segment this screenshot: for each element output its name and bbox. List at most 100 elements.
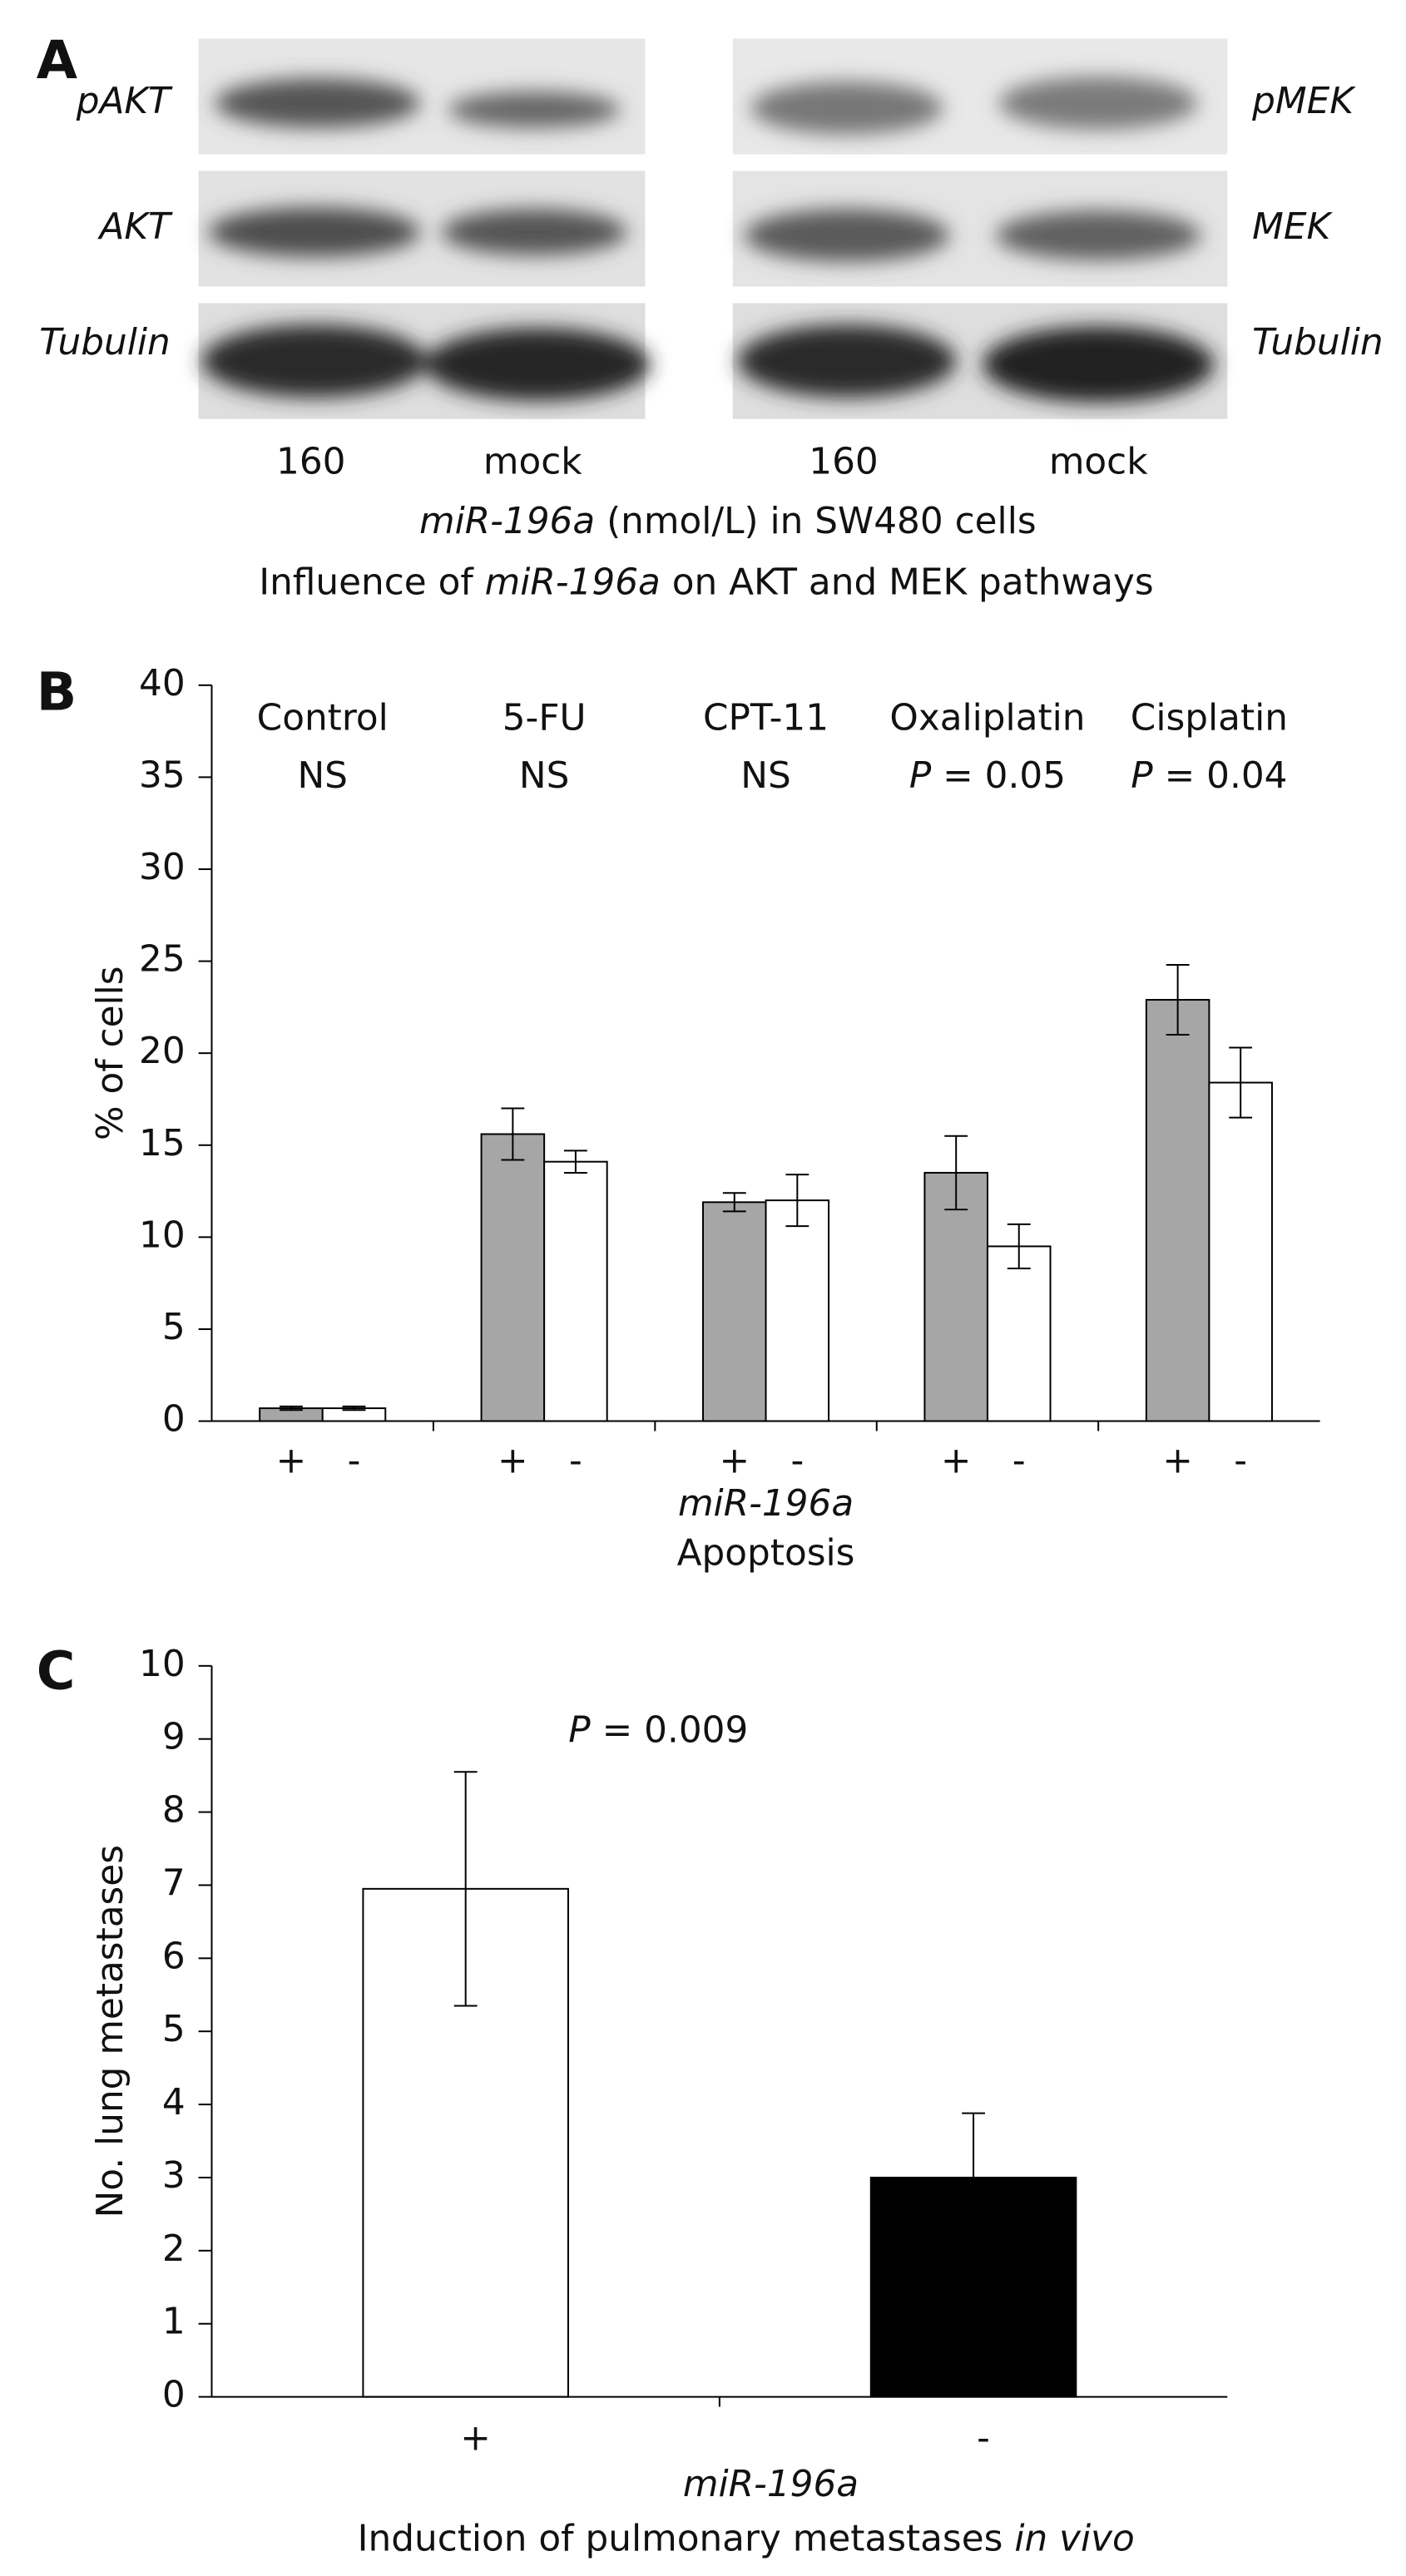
annotation: NS [519, 754, 569, 797]
x-axis-label: Apoptosis [677, 1532, 855, 1575]
error-bar [501, 1107, 525, 1161]
series-label: + [276, 1439, 307, 1481]
title-part: on AKT and MEK pathways [661, 561, 1154, 604]
series-label: + [1162, 1439, 1193, 1481]
annotation: P = 0.05 [909, 754, 1066, 797]
category-label: Cisplatin [1131, 697, 1288, 739]
x-axis-label: miR-196a [678, 1482, 854, 1525]
category-label: 5-FU [502, 697, 587, 739]
blot-label: MEK [1252, 205, 1333, 248]
bar [543, 1160, 608, 1422]
error-bar [1229, 1046, 1253, 1119]
series-label: + [498, 1439, 528, 1481]
y-tick-label: 25 [139, 938, 186, 981]
error-bar [563, 1150, 587, 1174]
blot-label: pMEK [1251, 80, 1356, 122]
panel-letter: A [37, 30, 77, 91]
bar [702, 1201, 767, 1422]
band [995, 210, 1201, 260]
error-bar [453, 1771, 478, 2007]
bar [923, 1171, 988, 1422]
blots [198, 38, 1228, 419]
category-label: Control [257, 697, 389, 739]
y-axis-label: % of cells [89, 966, 131, 1140]
series-label: - [1012, 1439, 1026, 1481]
y-tick-label: 1 [162, 2301, 186, 2343]
band [441, 209, 627, 255]
title-part: miR-196a [485, 561, 661, 604]
series-label: - [790, 1439, 804, 1481]
band [424, 328, 651, 401]
caption-part: (nmol/L) in SW480 cells [595, 500, 1036, 542]
band [744, 209, 950, 262]
annotation-part: P [1131, 754, 1153, 797]
error-bar [342, 1405, 366, 1412]
error-bar [280, 1405, 303, 1412]
y-tick-label: 4 [162, 2081, 186, 2124]
lane-label: 160 [276, 440, 345, 482]
blot-caption: miR-196a (nmol/L) in SW480 cells [419, 500, 1037, 542]
y-tick-label: 20 [139, 1030, 186, 1072]
category-label: Oxaliplatin [889, 697, 1085, 739]
panel-letter: C [37, 1640, 76, 1702]
error-bar [962, 2112, 985, 2243]
band [448, 91, 621, 128]
band [983, 326, 1215, 403]
annotation-part: P [909, 754, 932, 797]
bar [480, 1133, 546, 1422]
y-tick-label: 7 [162, 1862, 186, 1904]
caption-part: miR-196a [419, 500, 595, 542]
annotation-part: = 0.05 [931, 754, 1066, 797]
band [737, 324, 957, 398]
band [998, 77, 1198, 130]
y-tick-label: 5 [162, 2008, 186, 2050]
series-label: - [348, 1439, 361, 1481]
blot-title: Influence of miR-196a on AKT and MEK pat… [259, 561, 1154, 604]
series-label: - [1234, 1439, 1247, 1481]
lane-label: mock [1049, 440, 1148, 482]
title-part: Influence of [259, 561, 484, 604]
annotation: P = 0.04 [1131, 754, 1287, 797]
panel-letter: B [37, 661, 77, 723]
y-tick-label: 5 [162, 1306, 186, 1348]
y-tick-label: 15 [139, 1122, 186, 1164]
band [750, 82, 943, 135]
x-tick-label: - [977, 2416, 990, 2459]
blot-label: Tubulin [1252, 321, 1384, 363]
bar [1208, 1081, 1273, 1422]
annotation: NS [740, 754, 790, 797]
band [208, 207, 421, 257]
error-bar [722, 1192, 746, 1213]
series-label: + [719, 1439, 750, 1481]
y-tick-label: 2 [162, 2227, 186, 2270]
bar [986, 1245, 1052, 1422]
x-axis-label: Induction of pulmonary metastases in viv… [358, 2518, 1135, 2560]
blot-label: Tubulin [39, 321, 171, 363]
annotation-part: = 0.009 [591, 1708, 749, 1751]
bar [1145, 999, 1210, 1422]
category-label: CPT-11 [703, 697, 829, 739]
band [201, 324, 427, 398]
y-tick-label: 3 [162, 2154, 186, 2197]
y-tick-label: 10 [139, 1214, 186, 1256]
annotation-part: P [568, 1708, 591, 1751]
label-part: Induction of pulmonary metastases [358, 2518, 1015, 2560]
annotation-part: = 0.04 [1153, 754, 1288, 797]
y-tick-label: 0 [162, 2374, 186, 2416]
annotation: P = 0.009 [568, 1708, 748, 1751]
error-bar [944, 1135, 968, 1211]
y-tick-label: 40 [139, 662, 186, 705]
error-bar [1007, 1223, 1031, 1269]
lane-label: 160 [809, 440, 878, 482]
blot-label: AKT [97, 205, 173, 248]
y-tick-label: 9 [162, 1716, 186, 1758]
label-part: in vivo [1014, 2518, 1134, 2560]
error-bar [785, 1174, 809, 1228]
y-tick-label: 0 [162, 1398, 186, 1441]
band [215, 78, 421, 128]
lane-label: mock [483, 440, 582, 482]
y-tick-label: 30 [139, 846, 186, 888]
y-tick-label: 10 [139, 1643, 186, 1685]
